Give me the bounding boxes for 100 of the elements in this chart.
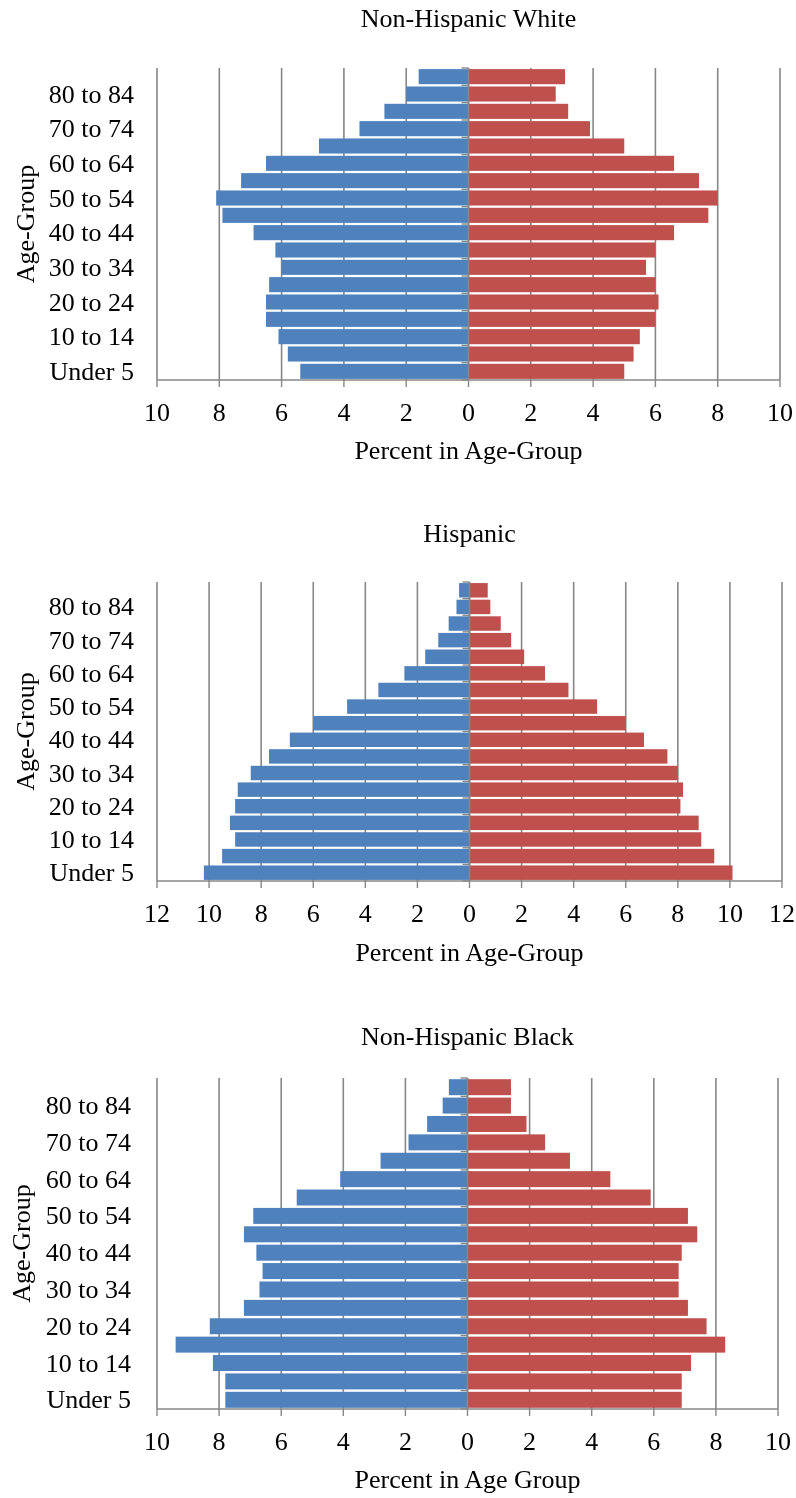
- bar: [469, 616, 501, 631]
- x-tick-label: 6: [619, 898, 633, 928]
- bar: [235, 832, 470, 847]
- bar: [467, 1318, 707, 1335]
- y-tick-label: 10 to 14: [48, 322, 134, 352]
- y-tick-label: Under 5: [49, 356, 134, 386]
- bar: [467, 1263, 679, 1280]
- x-tick-label: 4: [358, 898, 372, 928]
- bar: [300, 363, 469, 379]
- bar: [296, 1189, 468, 1206]
- bar: [469, 682, 569, 698]
- y-tick-label: 80 to 84: [48, 79, 134, 109]
- y-tick-label: 70 to 74: [45, 1127, 131, 1157]
- y-tick-label: Under 5: [46, 1385, 131, 1415]
- x-tick-label: 6: [647, 1426, 661, 1456]
- x-tick-label: 2: [410, 898, 424, 928]
- bar: [467, 1226, 698, 1243]
- x-axis-title: Percent in Age Group: [354, 1464, 581, 1494]
- bar: [222, 207, 469, 223]
- bar: [384, 103, 469, 119]
- bar: [241, 173, 469, 189]
- y-tick-label: 80 to 84: [48, 592, 134, 622]
- bar: [237, 782, 470, 797]
- bar: [469, 699, 598, 714]
- x-tick-label: 8: [671, 898, 685, 928]
- bar: [287, 346, 469, 362]
- x-tick-label: 4: [585, 1426, 599, 1456]
- bar: [468, 363, 625, 379]
- x-tick-label: 0: [463, 898, 476, 928]
- y-tick-label: Under 5: [49, 858, 134, 888]
- bar: [469, 649, 525, 664]
- x-tick-label: 4: [337, 397, 351, 427]
- y-tick-label: 10 to 14: [45, 1348, 131, 1378]
- bar: [469, 715, 626, 731]
- x-tick-label: 8: [212, 397, 226, 427]
- bar: [469, 765, 678, 781]
- x-tick-label: 10: [144, 397, 170, 427]
- bar: [225, 1373, 468, 1390]
- bar: [467, 1171, 611, 1188]
- bar: [425, 649, 470, 664]
- x-tick-label: 2: [515, 898, 529, 928]
- bar: [289, 732, 470, 748]
- y-tick-label: 40 to 44: [45, 1238, 131, 1268]
- bar: [467, 1281, 679, 1298]
- x-tick-label: 8: [709, 1426, 723, 1456]
- bar: [203, 865, 470, 880]
- bar: [340, 1171, 468, 1188]
- bar: [469, 666, 546, 681]
- y-tick-label: 70 to 74: [48, 114, 134, 144]
- y-tick-label: 30 to 34: [48, 252, 134, 282]
- bar: [467, 1207, 688, 1224]
- bar: [418, 69, 469, 85]
- bar: [266, 311, 469, 327]
- bar: [467, 1355, 692, 1372]
- bar: [469, 865, 733, 880]
- bar: [243, 1226, 468, 1243]
- bar: [456, 599, 470, 615]
- x-tick-label: 2: [524, 397, 538, 427]
- bar: [469, 799, 681, 814]
- bar: [467, 1079, 511, 1096]
- bar: [438, 632, 470, 648]
- bar: [259, 1281, 468, 1298]
- x-axis-title: Percent in Age-Group: [355, 937, 584, 967]
- y-axis-title: Age-Group: [10, 672, 40, 791]
- bar: [216, 190, 469, 206]
- bar: [468, 346, 634, 362]
- bar: [281, 259, 469, 275]
- bar: [469, 732, 644, 748]
- bar: [243, 1299, 468, 1316]
- x-tick-label: 10: [765, 1426, 791, 1456]
- x-tick-label: 6: [274, 1426, 288, 1456]
- y-tick-label: 30 to 34: [48, 758, 134, 788]
- chart-title: Non-Hispanic Black: [360, 1021, 575, 1051]
- bar: [467, 1244, 682, 1261]
- y-tick-label: 40 to 44: [48, 218, 134, 248]
- bar: [253, 1207, 468, 1224]
- bar: [275, 242, 469, 258]
- bar: [468, 277, 656, 293]
- bar: [318, 138, 469, 154]
- bar: [459, 583, 470, 598]
- bar: [469, 632, 512, 648]
- y-tick-label: 30 to 34: [45, 1274, 131, 1304]
- bar: [406, 86, 469, 102]
- bar: [209, 1318, 468, 1335]
- bar: [468, 86, 556, 102]
- y-tick-label: 40 to 44: [48, 725, 134, 755]
- bar: [468, 207, 709, 223]
- bar: [469, 749, 668, 764]
- x-tick-label: 4: [336, 1426, 350, 1456]
- bar: [262, 1263, 468, 1280]
- bar: [212, 1355, 468, 1372]
- bar: [468, 225, 675, 241]
- bar: [313, 715, 470, 731]
- x-tick-label: 8: [212, 1426, 226, 1456]
- bar: [469, 599, 491, 615]
- bar: [469, 848, 715, 864]
- x-tick-label: 10: [767, 397, 793, 427]
- bar: [468, 311, 656, 327]
- x-tick-label: 6: [306, 898, 320, 928]
- bar: [468, 138, 625, 154]
